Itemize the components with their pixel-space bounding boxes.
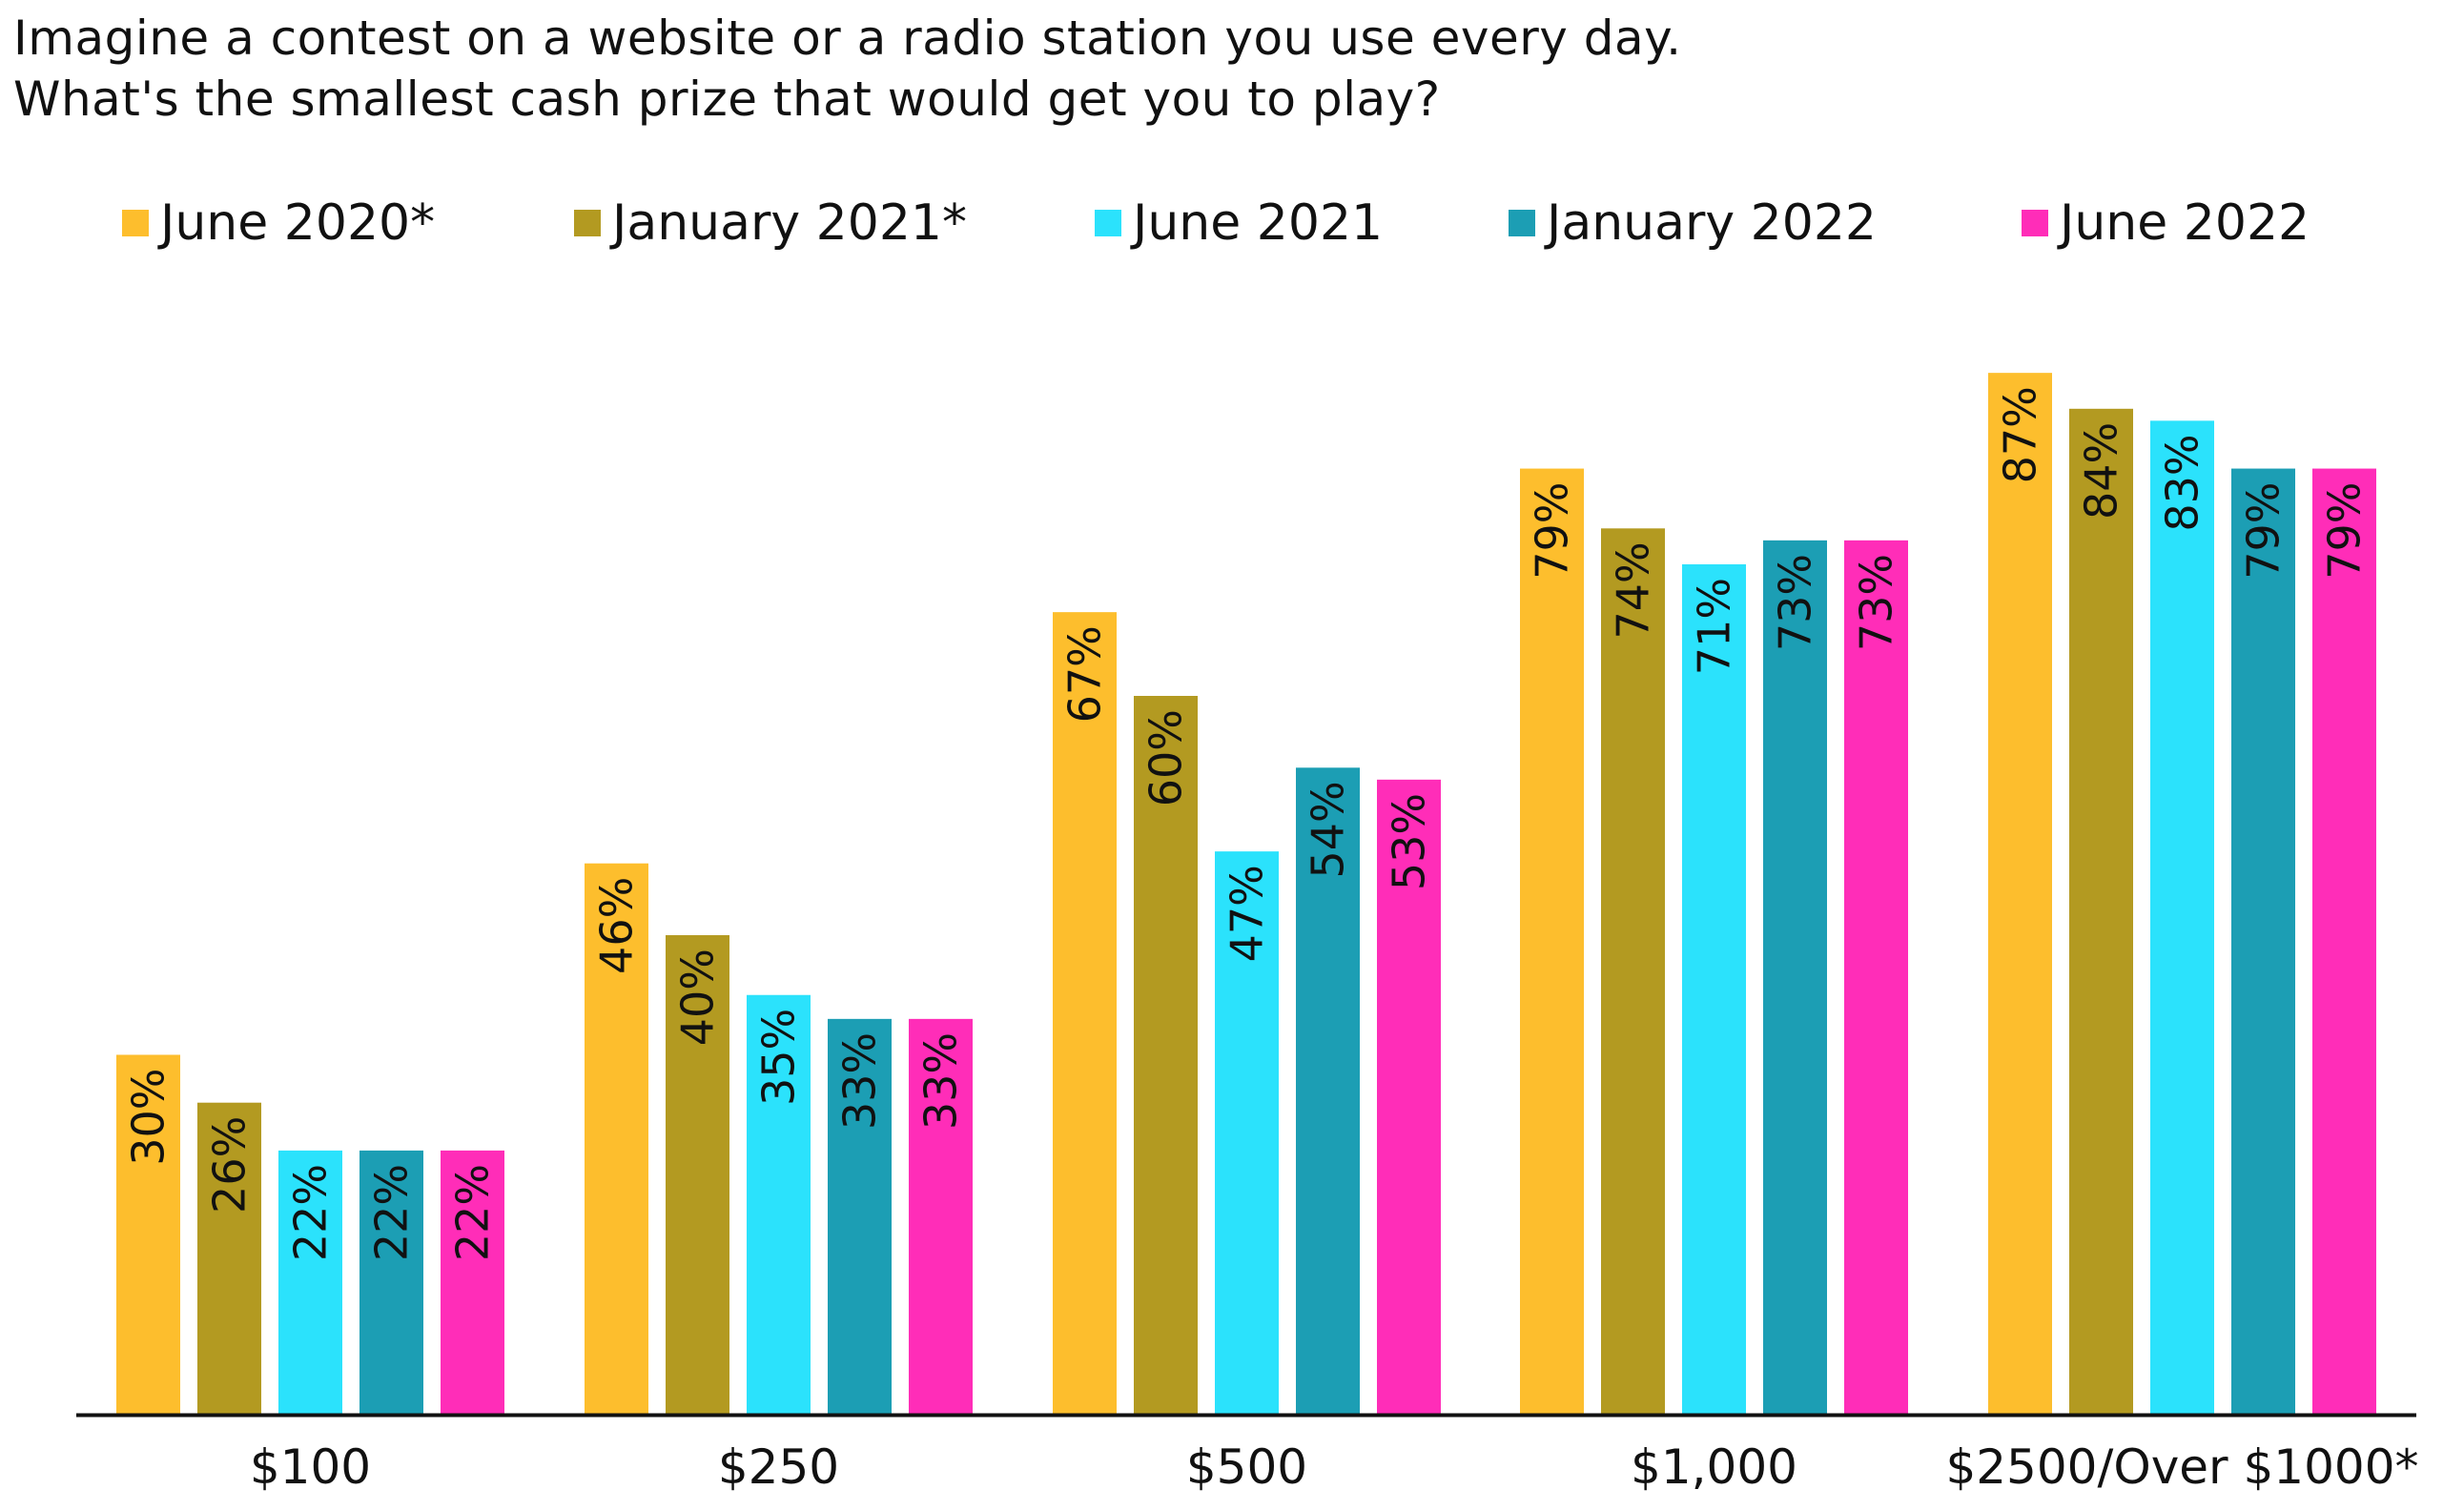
x-tick-label-2500-over-1000: $2500/Over $1000* bbox=[1945, 1439, 2418, 1495]
legend-item-january-2022: January 2022 bbox=[1509, 187, 1877, 259]
legend-item-june-2021: June 2021 bbox=[1095, 187, 1383, 259]
legend-item-june-2020: June 2020* bbox=[122, 187, 435, 259]
legend-label-january-2021: January 2021* bbox=[612, 194, 967, 252]
legend-label-june-2020: June 2020* bbox=[160, 194, 436, 252]
chart-title-line-2: What's the smallest cash prize that woul… bbox=[13, 71, 1441, 127]
bar-1-000-january-2021 bbox=[1601, 528, 1665, 1414]
bar-100-january-2021 bbox=[197, 1102, 261, 1414]
data-label-500-june-2022: 53% bbox=[1384, 793, 1435, 890]
bar-100-june-2020 bbox=[116, 1054, 180, 1414]
data-label-100-january-2022: 22% bbox=[366, 1164, 418, 1261]
data-label-250-june-2021: 35% bbox=[753, 1009, 805, 1106]
data-label-100-june-2021: 22% bbox=[285, 1164, 337, 1261]
data-label-500-june-2020: 67% bbox=[1059, 625, 1111, 723]
bar-2500-over-1000-january-2021 bbox=[2069, 408, 2133, 1414]
bar-100-january-2022 bbox=[359, 1150, 423, 1414]
legend-item-january-2021: January 2021* bbox=[574, 187, 967, 259]
data-label-2500-over-1000-june-2022: 79% bbox=[2319, 482, 2371, 580]
legend-swatch-june-2021 bbox=[1095, 210, 1121, 236]
data-label-500-june-2021: 47% bbox=[1222, 865, 1273, 962]
bar-250-january-2021 bbox=[666, 935, 729, 1414]
data-label-100-june-2022: 22% bbox=[447, 1164, 499, 1261]
legend-label-january-2022: January 2022 bbox=[1547, 194, 1877, 252]
bar-500-june-2021 bbox=[1215, 851, 1279, 1414]
legend-swatch-january-2021 bbox=[574, 210, 601, 236]
data-label-250-january-2022: 33% bbox=[834, 1032, 886, 1130]
legend-label-june-2022: June 2022 bbox=[2060, 194, 2310, 252]
bar-2500-over-1000-june-2020 bbox=[1988, 373, 2052, 1414]
chart-legend: June 2020* January 2021* June 2021 Janua… bbox=[0, 187, 2464, 259]
bar-500-june-2022 bbox=[1377, 779, 1441, 1414]
bar-1-000-january-2022 bbox=[1763, 540, 1827, 1414]
legend-item-june-2022: June 2022 bbox=[2022, 187, 2310, 259]
bar-250-june-2022 bbox=[909, 1018, 973, 1414]
data-label-1-000-january-2021: 74% bbox=[1608, 541, 1659, 639]
data-label-250-june-2022: 33% bbox=[915, 1032, 967, 1130]
bar-100-june-2021 bbox=[278, 1150, 342, 1414]
data-label-1-000-june-2021: 71% bbox=[1689, 578, 1740, 675]
x-tick-label-1-000: $1,000 bbox=[1631, 1439, 1797, 1495]
data-label-2500-over-1000-june-2020: 87% bbox=[1995, 386, 2046, 483]
bar-1-000-june-2022 bbox=[1844, 540, 1908, 1414]
x-tick-label-100: $100 bbox=[250, 1439, 371, 1495]
data-label-1-000-june-2020: 79% bbox=[1527, 482, 1578, 580]
bar-2500-over-1000-june-2022 bbox=[2312, 468, 2376, 1414]
data-label-1-000-january-2022: 73% bbox=[1770, 554, 1821, 651]
data-label-2500-over-1000-january-2022: 79% bbox=[2238, 482, 2289, 580]
legend-swatch-june-2022 bbox=[2022, 210, 2048, 236]
bar-100-june-2022 bbox=[441, 1150, 504, 1414]
x-tick-label-250: $250 bbox=[718, 1439, 839, 1495]
bar-250-june-2021 bbox=[747, 994, 811, 1414]
data-label-2500-over-1000-june-2021: 83% bbox=[2157, 434, 2208, 531]
data-label-1-000-june-2022: 73% bbox=[1851, 554, 1902, 651]
bar-500-january-2021 bbox=[1134, 696, 1198, 1414]
data-label-500-january-2022: 54% bbox=[1303, 781, 1354, 878]
bar-1-000-june-2021 bbox=[1682, 563, 1746, 1414]
data-label-250-june-2020: 46% bbox=[591, 877, 643, 974]
bar-2500-over-1000-june-2021 bbox=[2150, 420, 2214, 1415]
chart-title-line-1: Imagine a contest on a website or a radi… bbox=[13, 10, 1682, 66]
data-label-100-january-2021: 26% bbox=[204, 1116, 256, 1214]
bar-250-june-2020 bbox=[585, 863, 648, 1414]
data-label-2500-over-1000-january-2021: 84% bbox=[2076, 422, 2127, 520]
data-label-100-june-2020: 30% bbox=[123, 1069, 175, 1166]
legend-swatch-january-2022 bbox=[1509, 210, 1535, 236]
data-label-250-january-2021: 40% bbox=[672, 949, 724, 1046]
legend-label-june-2021: June 2021 bbox=[1133, 194, 1384, 252]
bar-250-january-2022 bbox=[828, 1018, 892, 1414]
bar-500-january-2022 bbox=[1296, 767, 1360, 1414]
chart-title: Imagine a contest on a website or a radi… bbox=[13, 8, 2435, 130]
x-tick-label-500: $500 bbox=[1186, 1439, 1307, 1495]
legend-swatch-june-2020 bbox=[122, 210, 149, 236]
bar-2500-over-1000-january-2022 bbox=[2231, 468, 2295, 1414]
data-label-500-january-2021: 60% bbox=[1140, 709, 1192, 806]
bar-1-000-june-2020 bbox=[1520, 468, 1584, 1414]
bar-500-june-2020 bbox=[1053, 612, 1117, 1414]
